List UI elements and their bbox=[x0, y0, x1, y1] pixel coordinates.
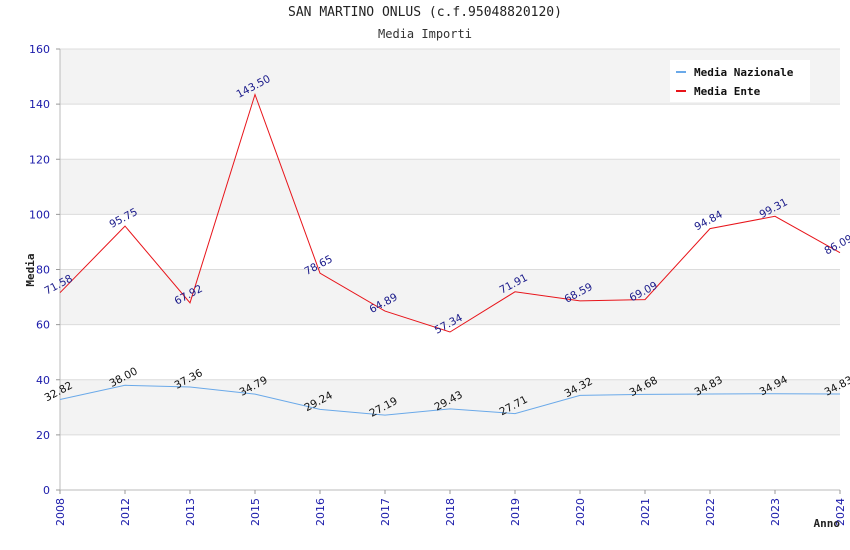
x-tick-label: 2022 bbox=[704, 498, 717, 526]
grid-band bbox=[60, 269, 840, 325]
grid-band bbox=[60, 379, 840, 435]
legend-label-ente: Media Ente bbox=[694, 85, 761, 98]
grid-band bbox=[60, 434, 840, 490]
series-line-media-nazionale bbox=[59, 384, 841, 416]
series-line-media-ente bbox=[59, 92, 841, 333]
y-tick-label: 160 bbox=[29, 43, 50, 56]
x-tick-label: 2015 bbox=[249, 498, 262, 526]
y-tick-label: 0 bbox=[43, 484, 50, 497]
y-tick-label: 100 bbox=[29, 208, 50, 221]
y-tick-label: 20 bbox=[36, 429, 50, 442]
y-tick-label: 80 bbox=[36, 264, 50, 277]
y-tick-label: 120 bbox=[29, 153, 50, 166]
x-tick-label: 2023 bbox=[769, 498, 782, 526]
y-tick-label: 40 bbox=[36, 374, 50, 387]
x-tick-label: 2021 bbox=[639, 498, 652, 526]
grid-band bbox=[60, 214, 840, 270]
y-tick-label: 140 bbox=[29, 98, 50, 111]
x-tick-label: 2018 bbox=[444, 498, 457, 526]
x-tick-label: 2019 bbox=[509, 498, 522, 526]
y-axis-title: Media bbox=[24, 253, 37, 286]
x-tick-label: 2013 bbox=[184, 498, 197, 526]
x-tick-label: 2016 bbox=[314, 498, 327, 526]
grid-band bbox=[60, 324, 840, 380]
x-axis-title: Anno bbox=[814, 517, 841, 530]
x-tick-label: 2024 bbox=[834, 498, 847, 526]
chart-subtitle: Media Importi bbox=[378, 27, 472, 41]
x-tick-label: 2020 bbox=[574, 498, 587, 526]
grid-band bbox=[60, 159, 840, 215]
grid-band bbox=[60, 104, 840, 160]
legend-label-nazionale: Media Nazionale bbox=[694, 66, 794, 79]
legend-box bbox=[670, 60, 810, 102]
x-tick-label: 2008 bbox=[54, 498, 67, 526]
x-tick-label: 2012 bbox=[119, 498, 132, 526]
chart-title: SAN MARTINO ONLUS (c.f.95048820120) bbox=[288, 5, 562, 20]
y-tick-label: 60 bbox=[36, 319, 50, 332]
x-tick-label: 2017 bbox=[379, 498, 392, 526]
